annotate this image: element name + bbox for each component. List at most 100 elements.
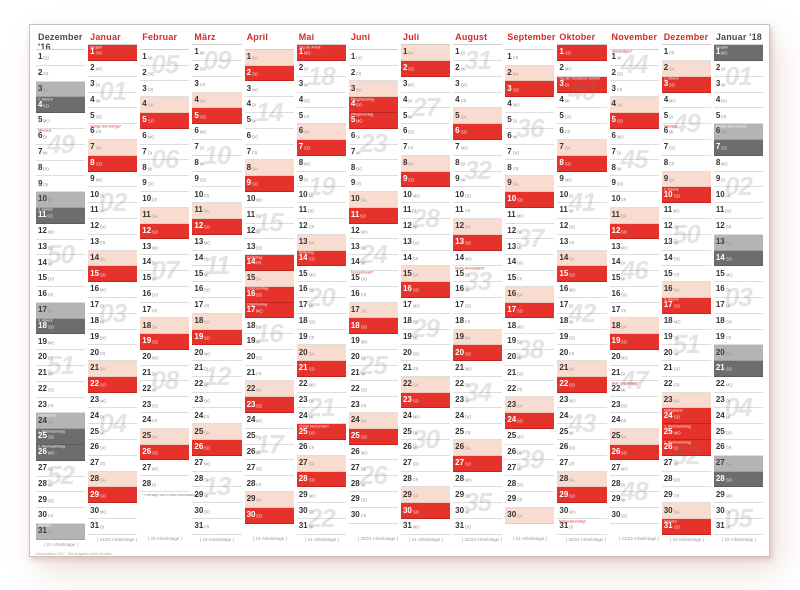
- day-line: 29SO: [559, 485, 578, 501]
- weekday-abbr: DI: [95, 83, 100, 89]
- day-line: 29MI: [612, 489, 629, 505]
- day-number: 13: [663, 237, 673, 247]
- weekday-abbr: MO: [412, 415, 420, 420]
- weekday-abbr: SA: [360, 420, 367, 425]
- day-number: 11: [350, 210, 360, 220]
- day-number: 29: [194, 489, 204, 499]
- weekday-abbr: SO: [408, 68, 415, 73]
- day-cell: 26MI: [400, 440, 451, 456]
- day-line: 21SO: [716, 358, 735, 374]
- weekday-abbr: DI: [465, 384, 470, 389]
- day-cell: 13DI: [36, 239, 86, 256]
- day-line: 1SA: [403, 42, 416, 58]
- day-line: 27MO: [194, 453, 214, 469]
- day-number: 19: [142, 336, 152, 346]
- day-cell: 2. Weihnachtstag 26DI: [661, 440, 711, 456]
- day-number: 12: [402, 221, 412, 231]
- day-number: 25: [455, 426, 465, 436]
- weekday-abbr: MI: [152, 388, 157, 393]
- day-number: 4: [402, 94, 408, 104]
- weekday-abbr: SO: [621, 341, 628, 346]
- day-line: 21MO: [455, 358, 475, 374]
- day-cell: Allerheiligen* 1MI: [609, 49, 659, 66]
- day-cell: 24SO: [505, 410, 555, 429]
- day-cell: 25MO: [505, 428, 555, 445]
- day-cell: 14DI: [140, 255, 190, 271]
- day-line: 8DO: [38, 158, 52, 174]
- day-cell: 24FR: [192, 408, 242, 425]
- day-cell: 26MO: [348, 444, 398, 461]
- day-number: 4: [559, 94, 564, 104]
- day-line: 16FR: [38, 284, 56, 300]
- day-line: 17SO: [507, 300, 526, 316]
- day-number: 29: [559, 489, 569, 499]
- day-line: 2DI: [716, 58, 727, 74]
- day-cell: 3FR: [609, 81, 659, 98]
- day-line: 17MO: [403, 295, 423, 311]
- month-days: 1FR 2SA 1. Advent 3SO 4MO 5DI Nikolaus 6MI 7DO 8F…: [661, 44, 711, 535]
- day-number: 12: [246, 225, 256, 235]
- day-number: 30: [455, 505, 465, 515]
- day-cell: 12DI: [505, 223, 555, 240]
- day-number: 6: [715, 126, 721, 136]
- weekday-abbr: SA: [308, 241, 315, 247]
- day-cell: 9MO: [88, 171, 138, 188]
- weekday-abbr: DI: [512, 120, 517, 125]
- weekday-abbr: DI: [199, 147, 204, 152]
- day-line: 23SO: [247, 395, 266, 411]
- weekday-abbr: DI: [47, 467, 52, 473]
- day-line: 14SA: [90, 248, 108, 264]
- day-number: 22: [142, 383, 152, 393]
- weekday-abbr: MO: [43, 120, 51, 125]
- day-cell: 4MI: [557, 92, 607, 109]
- weekday-abbr: SA: [95, 147, 102, 152]
- weekday-abbr: DO: [621, 293, 628, 298]
- day-number: 24: [194, 410, 204, 420]
- day-cell: 11MI: [88, 203, 138, 219]
- day-cell: 23SA: [661, 392, 711, 409]
- day-line: 29DO: [351, 489, 370, 505]
- day-line: 19MI: [247, 331, 264, 347]
- weekday-abbr: SA: [151, 214, 158, 220]
- day-cell: 1FR: [505, 49, 555, 66]
- weekday-abbr: FR: [465, 320, 471, 325]
- day-cell: 9DI: [296, 171, 346, 188]
- day-cell: 10SO: [505, 191, 555, 208]
- day-cell: 22DO: [348, 381, 398, 398]
- day-cell: 3MI: [296, 74, 346, 93]
- weekday-abbr: MI: [356, 151, 361, 156]
- weekday-abbr: DI: [569, 194, 574, 199]
- day-number: 11: [402, 205, 412, 215]
- day-cell: 11FR: [453, 203, 503, 219]
- day-cell: 8FR: [661, 155, 711, 172]
- day-number: 6: [298, 126, 304, 136]
- day-line: 7MO: [455, 137, 470, 153]
- day-line: 20DI: [38, 347, 54, 363]
- day-number: 27: [350, 462, 360, 472]
- day-number: 31: [715, 521, 725, 531]
- day-line: 10SA: [351, 189, 369, 205]
- holiday-label: Fronleichnam*: [350, 271, 374, 275]
- day-line: 24SO: [507, 410, 526, 426]
- day-cell: 9MI: [453, 171, 503, 188]
- day-number: 3: [663, 79, 669, 89]
- day-number: 8: [455, 158, 460, 168]
- day-cell: 21FR: [244, 365, 294, 382]
- day-line: 9DI: [716, 169, 727, 185]
- day-cell: 2SA: [505, 65, 555, 82]
- day-cell: 11SA: [140, 207, 190, 224]
- day-line: 21MI: [351, 363, 368, 379]
- day-number: 30: [715, 505, 725, 515]
- day-number: 24: [402, 410, 412, 420]
- copyright-text: Jahresplaner 2017 · Alle Angaben ohne Ge…: [35, 552, 112, 556]
- day-number: 4: [455, 94, 460, 104]
- weekday-abbr: SA: [100, 257, 106, 262]
- day-number: 16: [90, 284, 100, 294]
- weekday-abbr: DO: [47, 499, 55, 504]
- day-number: 14: [715, 252, 725, 262]
- day-cell: 7MI: [36, 144, 86, 161]
- day-line: 11MO: [664, 200, 683, 216]
- holiday-label: Ostermontag: [246, 303, 267, 307]
- day-line: 3MI: [299, 74, 311, 90]
- day-cell: 17DI: [88, 297, 138, 314]
